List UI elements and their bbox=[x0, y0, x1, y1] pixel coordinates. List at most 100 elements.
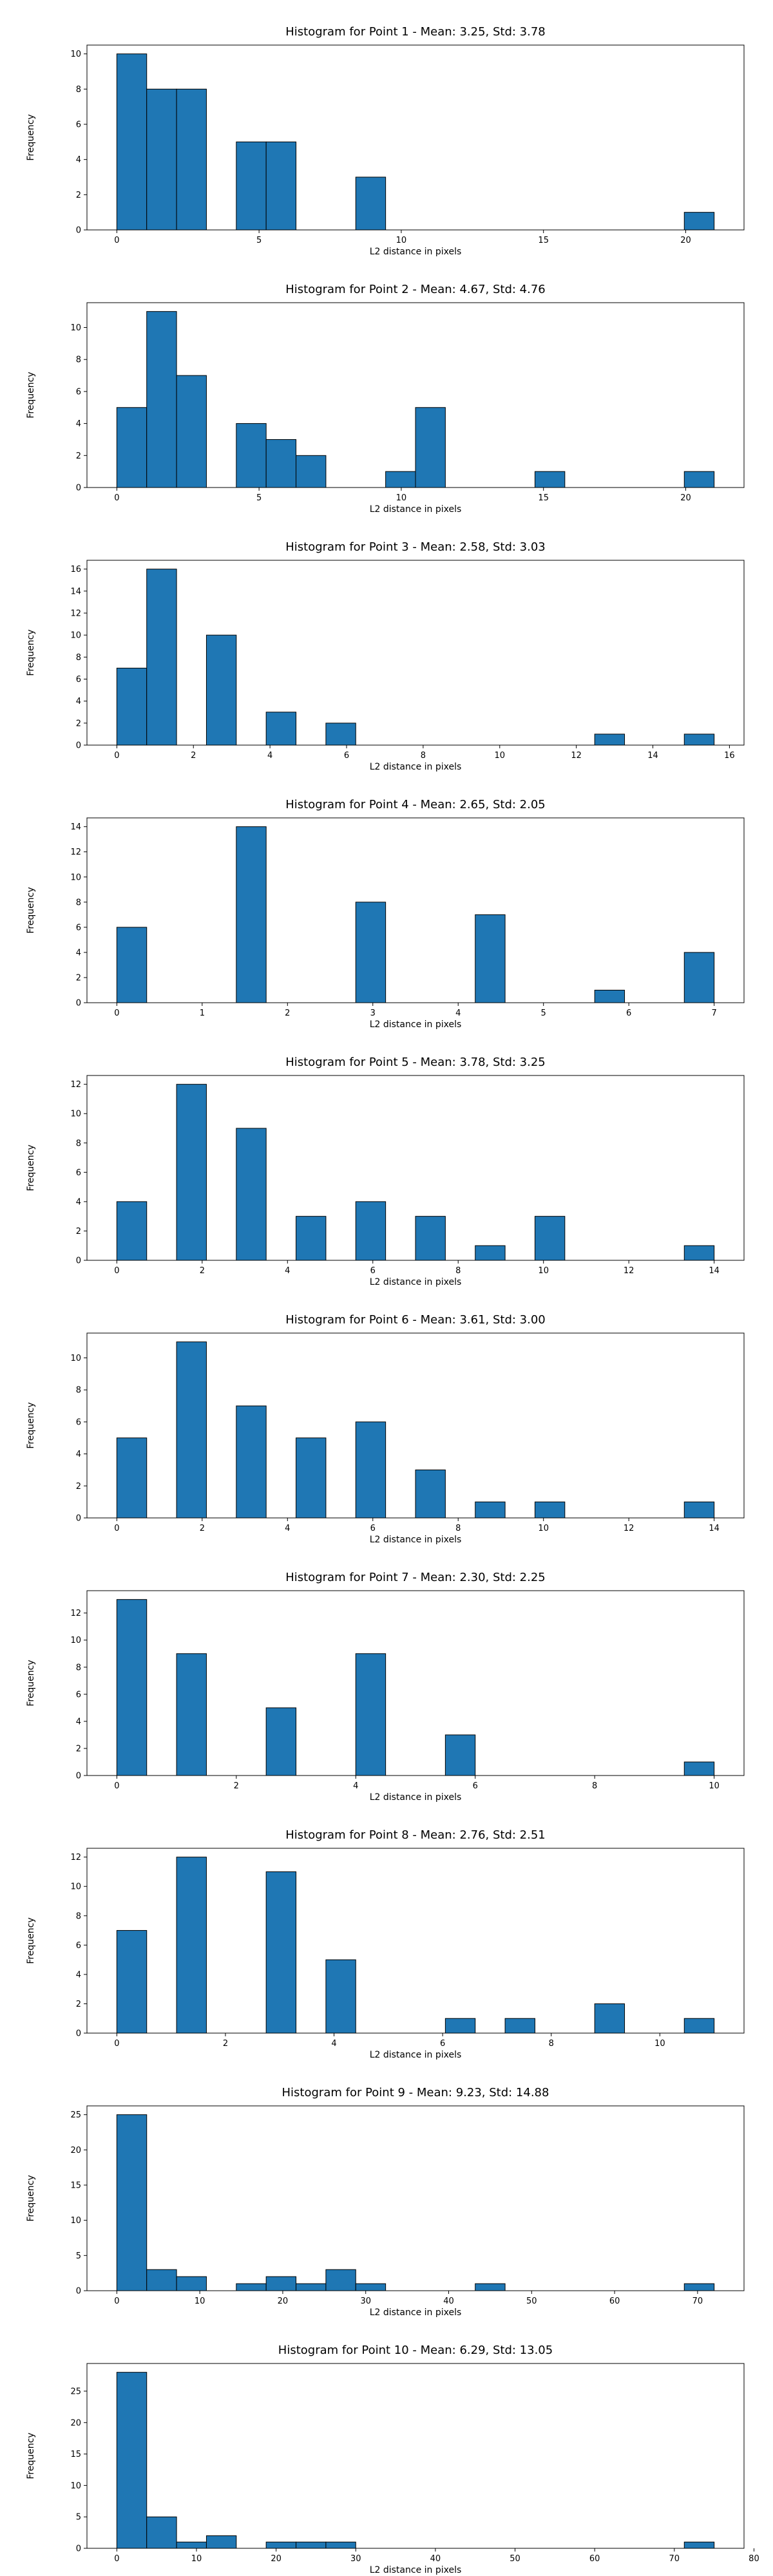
histogram-bar bbox=[176, 375, 207, 488]
histogram-bar bbox=[683, 1761, 715, 1776]
x-tick-label: 4 bbox=[353, 1781, 358, 1791]
plot-frame bbox=[86, 560, 745, 746]
histogram-bar bbox=[176, 88, 207, 231]
x-tick-label: 10 bbox=[191, 2554, 202, 2564]
x-tick-label: 2 bbox=[223, 2039, 228, 2049]
plot-frame bbox=[86, 1332, 745, 1519]
bars bbox=[116, 569, 715, 746]
y-tick-label: 12 bbox=[70, 1609, 81, 1618]
chart-title: Histogram for Point 10 - Mean: 6.29, Std… bbox=[278, 2344, 553, 2357]
histogram-bar bbox=[236, 826, 267, 1003]
x-tick-label: 12 bbox=[571, 751, 582, 761]
histogram-bar bbox=[236, 423, 267, 488]
histogram-panel-1: Histogram for Point 1 - Mean: 3.25, Std:… bbox=[26, 25, 745, 257]
y-tick-label: 6 bbox=[76, 923, 81, 933]
y-tick-label: 5 bbox=[76, 2513, 81, 2523]
x-tick-label: 8 bbox=[421, 751, 426, 761]
bars bbox=[116, 1341, 715, 1519]
histogram-bar bbox=[296, 1437, 327, 1519]
histogram-bar bbox=[265, 141, 297, 231]
y-axis-label: Frequency bbox=[26, 1917, 36, 1964]
y-tick-label: 0 bbox=[76, 484, 81, 493]
x-tick-label: 2 bbox=[200, 1266, 205, 1276]
histogram-bar bbox=[415, 1216, 446, 1261]
bars bbox=[116, 1857, 715, 2034]
x-tick-label: 4 bbox=[285, 1524, 290, 1533]
histogram-bar bbox=[116, 2372, 148, 2549]
x-tick-label: 6 bbox=[370, 1524, 376, 1533]
x-axis-label: L2 distance in pixels bbox=[370, 2307, 462, 2318]
x-tick-label: 10 bbox=[709, 1781, 720, 1791]
x-tick-label: 2 bbox=[285, 1009, 290, 1018]
x-tick-label: 80 bbox=[749, 2554, 759, 2564]
y-tick-label: 4 bbox=[76, 948, 81, 958]
y-tick-label: 5 bbox=[76, 2251, 81, 2261]
y-tick-label: 8 bbox=[76, 355, 81, 365]
histogram-bar bbox=[683, 471, 715, 488]
y-tick-label: 2 bbox=[76, 1227, 81, 1236]
x-axis-label: L2 distance in pixels bbox=[370, 247, 462, 257]
x-tick-label: 2 bbox=[200, 1524, 205, 1533]
histogram-panel-4: Histogram for Point 4 - Mean: 2.65, Std:… bbox=[26, 798, 745, 1030]
y-axis-label: Frequency bbox=[26, 1660, 36, 1706]
histogram-bar bbox=[146, 569, 177, 746]
histogram-bar bbox=[116, 927, 148, 1003]
histogram-panel-5: Histogram for Point 5 - Mean: 3.78, Std:… bbox=[26, 1056, 745, 1287]
histogram-bar bbox=[444, 1734, 476, 1776]
y-tick-label: 6 bbox=[76, 1417, 81, 1427]
y-tick-label: 12 bbox=[70, 1853, 81, 1862]
y-tick-label: 20 bbox=[70, 2146, 81, 2155]
x-tick-label: 70 bbox=[669, 2554, 680, 2564]
x-axis-label: L2 distance in pixels bbox=[370, 2050, 462, 2060]
y-tick-label: 0 bbox=[76, 1772, 81, 1781]
chart-title: Histogram for Point 7 - Mean: 2.30, Std:… bbox=[285, 1571, 546, 1584]
histogram-bar bbox=[146, 2516, 177, 2549]
x-tick-label: 6 bbox=[370, 1266, 376, 1276]
y-tick-label: 6 bbox=[76, 675, 81, 685]
histogram-panel-7: Histogram for Point 7 - Mean: 2.30, Std:… bbox=[26, 1571, 745, 1803]
x-tick-label: 10 bbox=[396, 236, 407, 245]
x-tick-label: 30 bbox=[360, 2297, 371, 2306]
histogram-panel-9: Histogram for Point 9 - Mean: 9.23, Std:… bbox=[26, 2086, 745, 2318]
y-tick-label: 16 bbox=[70, 565, 81, 574]
y-axis-label: Frequency bbox=[26, 2175, 36, 2221]
x-tick-label: 12 bbox=[624, 1266, 635, 1276]
bars bbox=[116, 1599, 715, 1776]
histogram-bar bbox=[355, 176, 386, 231]
y-tick-label: 6 bbox=[76, 1690, 81, 1700]
y-tick-label: 10 bbox=[70, 2216, 81, 2226]
plot-frame bbox=[86, 2105, 745, 2291]
x-tick-label: 4 bbox=[455, 1009, 461, 1018]
histogram-bar bbox=[355, 1421, 386, 1519]
y-tick-label: 10 bbox=[70, 1354, 81, 1363]
histogram-bar bbox=[265, 439, 297, 488]
y-tick-label: 8 bbox=[76, 898, 81, 907]
chart-title: Histogram for Point 2 - Mean: 4.67, Std:… bbox=[285, 283, 546, 296]
histogram-bar bbox=[325, 1959, 356, 2034]
x-tick-label: 0 bbox=[114, 1781, 119, 1791]
x-tick-label: 12 bbox=[624, 1524, 635, 1533]
y-axis-label: Frequency bbox=[26, 629, 36, 676]
x-tick-label: 20 bbox=[278, 2297, 289, 2306]
histogram-bar bbox=[236, 2283, 267, 2291]
histogram-bar bbox=[683, 212, 715, 231]
y-tick-label: 0 bbox=[76, 999, 81, 1009]
chart-title: Histogram for Point 1 - Mean: 3.25, Std:… bbox=[285, 25, 546, 39]
histogram-bar bbox=[176, 1341, 207, 1519]
y-tick-label: 6 bbox=[76, 120, 81, 130]
x-tick-label: 1 bbox=[200, 1009, 205, 1018]
x-tick-label: 6 bbox=[473, 1781, 478, 1791]
x-tick-label: 0 bbox=[114, 1266, 119, 1276]
y-tick-label: 4 bbox=[76, 419, 81, 429]
x-tick-label: 15 bbox=[538, 236, 549, 245]
x-tick-label: 60 bbox=[609, 2297, 620, 2306]
y-tick-label: 0 bbox=[76, 1256, 81, 1266]
histogram-bar bbox=[683, 734, 715, 746]
y-tick-label: 14 bbox=[70, 587, 81, 596]
y-tick-label: 10 bbox=[70, 1110, 81, 1119]
histogram-bar bbox=[534, 1501, 566, 1519]
x-axis-label: L2 distance in pixels bbox=[370, 1277, 462, 1287]
histogram-bar bbox=[116, 407, 148, 488]
y-tick-label: 10 bbox=[70, 1882, 81, 1892]
y-tick-label: 4 bbox=[76, 1717, 81, 1727]
